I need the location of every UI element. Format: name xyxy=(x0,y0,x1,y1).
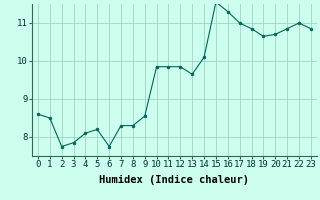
X-axis label: Humidex (Indice chaleur): Humidex (Indice chaleur) xyxy=(100,175,249,185)
